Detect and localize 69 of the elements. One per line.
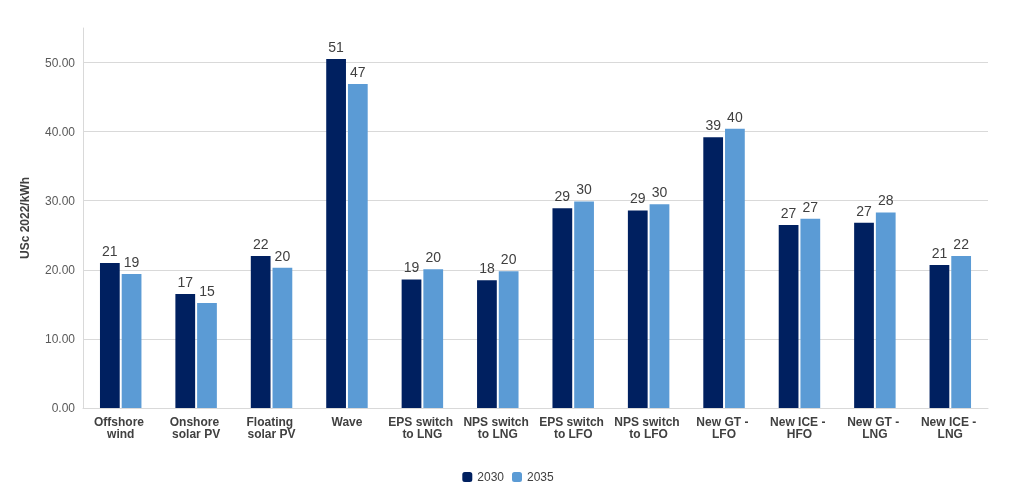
data-label: 15 [199, 282, 215, 299]
bar [175, 294, 196, 408]
bar [250, 256, 271, 408]
data-label: 39 [705, 117, 722, 134]
y-tick-label: 20.00 [44, 262, 76, 277]
data-label: 18 [479, 260, 495, 277]
bar [800, 218, 821, 408]
bar [951, 256, 972, 408]
y-tick-label: 50.00 [44, 55, 76, 70]
data-label: 21 [931, 244, 948, 261]
data-label: 47 [350, 63, 366, 80]
bar [854, 222, 874, 408]
x-tick-label: New GT - LNG [847, 415, 903, 441]
data-label: 40 [727, 108, 743, 125]
data-label: 22 [252, 236, 269, 252]
data-label: 51 [328, 39, 345, 56]
data-label: 29 [554, 188, 571, 205]
bar [197, 302, 217, 408]
y-tick-label: 10.00 [44, 331, 76, 346]
x-tick-label: New ICE - HFO [770, 415, 829, 441]
bar [498, 271, 519, 408]
legend-label: 2030 [477, 470, 505, 484]
x-tick-label: New GT - LFO [696, 415, 752, 441]
data-label: 29 [629, 190, 646, 207]
x-tick-label: EPS switch to LNG [388, 415, 457, 441]
data-label: 27 [856, 202, 873, 219]
bar [99, 262, 120, 408]
data-label: 20 [425, 249, 442, 266]
data-label: 30 [651, 184, 668, 201]
x-tick-label: Floating solar PV [246, 415, 297, 441]
bar [423, 269, 444, 408]
bar [401, 279, 422, 408]
bar [929, 264, 950, 408]
data-label: 27 [802, 198, 819, 215]
y-tick-label: 30.00 [44, 193, 76, 208]
bar [347, 83, 368, 408]
data-label: 27 [780, 204, 797, 221]
data-label: 20 [274, 247, 291, 264]
bar [627, 210, 648, 408]
data-label: 17 [177, 274, 194, 290]
bar [649, 204, 670, 408]
bar [875, 212, 896, 408]
x-tick-label: Onshore solar PV [169, 415, 223, 441]
bar [552, 208, 573, 408]
x-tick-label: EPS switch to LFO [539, 415, 608, 441]
y-tick-label: 0.00 [51, 401, 76, 415]
bar [272, 267, 293, 408]
data-label: 20 [500, 251, 517, 268]
bar [574, 201, 594, 408]
bar [703, 137, 724, 408]
x-tick-label: Wave [331, 415, 363, 429]
bar [778, 224, 799, 408]
x-tick-label: Offshore wind [94, 415, 148, 441]
x-tick-label: NPS switch to LNG [463, 415, 533, 441]
data-label: 19 [403, 259, 420, 276]
bar [477, 280, 497, 408]
x-tick-label: New ICE - LNG [920, 415, 980, 441]
bar [121, 273, 142, 408]
y-axis-title: USc 2022/kWh [18, 176, 32, 260]
data-label: 30 [576, 181, 593, 198]
data-label: 28 [877, 192, 894, 209]
bar [326, 59, 346, 408]
x-tick-label: NPS switch to LFO [614, 415, 683, 441]
legend-label: 2035 [527, 470, 555, 484]
y-tick-label: 40.00 [44, 124, 76, 139]
data-label: 21 [102, 242, 118, 259]
bar [725, 128, 745, 408]
data-label: 22 [953, 236, 970, 252]
data-label: 19 [123, 253, 140, 270]
